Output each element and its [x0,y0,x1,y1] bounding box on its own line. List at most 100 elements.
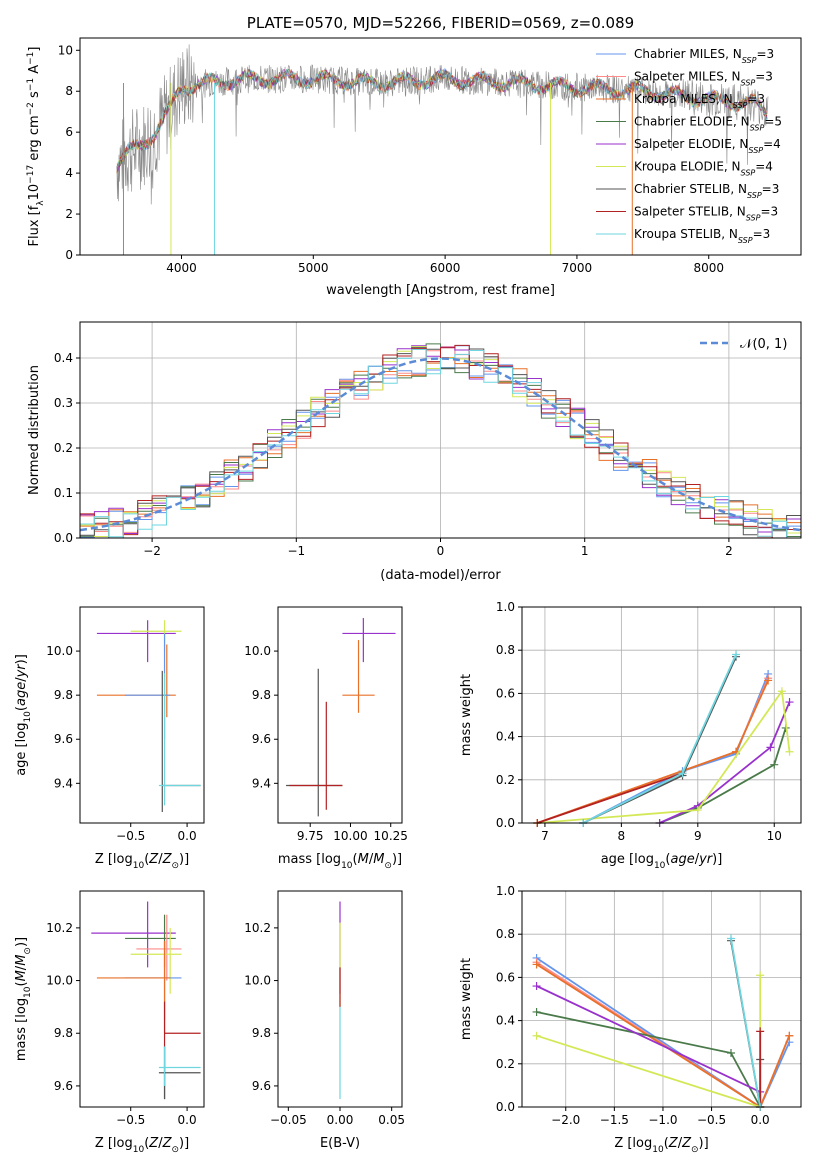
x-tick-label: 10.00 [333,829,367,843]
label-part: )] [14,654,29,664]
label-part: )] [179,852,189,867]
legend-sub: SSP [750,123,765,132]
label-part: λ [36,200,46,206]
y-tick-label: 10.2 [46,921,73,935]
weight-marker [693,806,702,815]
weight-line [536,975,762,1109]
spectrum-axes [79,37,802,256]
legend-sub: SSP [747,191,762,200]
y-axis-label: mass weight [459,958,474,1040]
y-tick-label: 0.0 [54,531,73,545]
label-part: )] [392,852,402,867]
model-spectrum [116,69,768,173]
legend-suffix: =5 [764,115,782,129]
x-tick-label: 10.25 [374,829,408,843]
weight-marker [785,747,794,756]
x-tick-label: 5000 [298,261,329,275]
legend-entry: 𝒩(0, 1) [740,337,787,352]
y-tick-label: 9.8 [54,688,73,702]
label-part: ⊙ [171,861,179,871]
y-tick-label: 2 [65,207,73,221]
label-part: M [14,955,29,966]
legend-entry: Chabrier STELIB, NSSP=3 [634,182,779,200]
weight-marker [756,1027,765,1036]
y-tick-label: 9.8 [252,688,271,702]
y-tick-label: 9.8 [54,1026,73,1040]
legend-entry: Kroupa STELIB, NSSP=3 [634,227,770,245]
x-tick-label: −2 [143,544,161,558]
label-part: Z [log [614,1136,652,1151]
label-part: 10 [23,986,33,998]
x-tick-label: 4000 [166,261,197,275]
y-tick-label: 9.6 [252,732,271,746]
label-part: 10 [133,861,145,871]
x-axis-label: Z [log10(Z/Z⊙)] [95,852,189,871]
legend-sub: SSP [741,168,756,177]
y-tick-label: 1.0 [496,884,515,898]
label-part: age [14,682,29,706]
y-tick-label: 0.0 [496,1100,515,1114]
label-part: ( [664,1136,669,1151]
legend-sub: SSP [742,56,757,65]
label-part: −17 [26,165,36,184]
label-part: yr [698,852,714,867]
label-part: Flux [f [27,205,42,246]
weight-marker [732,650,741,659]
y-tick-label: 0.2 [54,441,73,455]
weight-marker [756,971,765,980]
label-part: )] [699,1136,709,1151]
label-part: 10 [341,861,353,871]
x-tick-label: 0.0 [178,1113,197,1127]
chart-title: PLATE=0570, MJD=52266, FIBERID=0569, z=0… [247,14,634,32]
age-vs-mass-axes [277,606,403,824]
weight-marker [532,1007,541,1016]
weight-line [730,938,762,1108]
x-tick-label: 9.75 [297,829,324,843]
y-tick-label: 9.8 [252,1026,271,1040]
y-tick-label: 0 [65,248,73,262]
y-tick-label: 10.0 [46,644,73,658]
y-tick-label: 9.6 [54,732,73,746]
label-part: 10 [133,1145,145,1155]
label-part: −2 [26,102,36,115]
y-tick-label: 9.6 [54,1079,73,1093]
weight-marker [785,698,794,707]
weight-vs-Z-axes [521,890,802,1108]
y-tick-label: 0.4 [54,351,73,365]
legend-suffix: =3 [756,47,774,61]
x-axis-label: E(B-V) [320,1136,360,1151]
x-axis-label: mass [log10(M/M⊙)] [278,852,402,871]
label-part: Z [162,852,173,867]
y-tick-label: 0.2 [496,1057,515,1071]
x-tick-label: 9 [694,829,702,843]
legend-entry: Salpeter STELIB, NSSP=3 [634,205,778,223]
weight-line [536,677,769,824]
x-axis-label: Z [log10(Z/Z⊙)] [95,1136,189,1155]
x-tick-label: −0.5 [697,1113,726,1127]
x-tick-label: 1 [581,544,589,558]
label-part: Z [148,852,159,867]
residual-histogram [80,349,801,538]
model-spectrum [116,68,768,168]
x-tick-label: 8 [618,829,626,843]
label-part: / [14,965,29,970]
x-tick-label: 0 [437,544,445,558]
label-part: / [158,852,163,867]
legend-sub: SSP [746,213,761,222]
label-part: / [678,1136,683,1151]
label-part: ⊙ [384,861,392,871]
x-tick-label: 10 [767,829,782,843]
label-part: E(B-V) [320,1136,360,1151]
residual-histogram [80,346,801,538]
label-part: ⊙ [171,1145,179,1155]
weight-marker [727,934,736,943]
label-part: 10 [654,861,666,871]
y-tick-label: 0.1 [54,486,73,500]
x-tick-label: 0.0 [178,829,197,843]
y-tick-label: 4 [65,166,73,180]
legend-entry: Chabrier MILES, NSSP=3 [634,47,774,65]
label-part: M [358,852,369,867]
normal-curve [80,357,801,532]
x-tick-label: 0.05 [378,1113,405,1127]
